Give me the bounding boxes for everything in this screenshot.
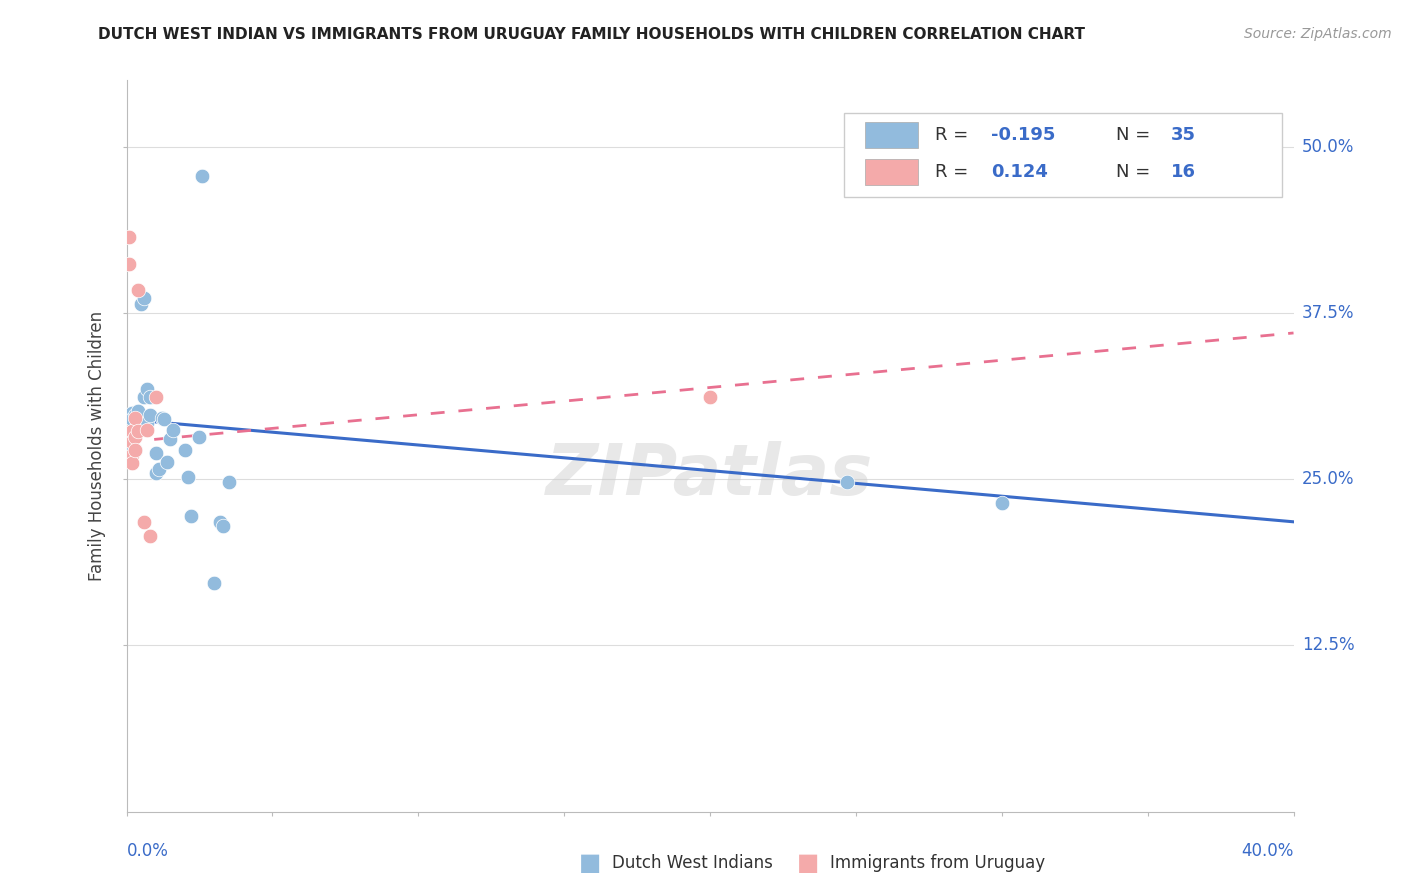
Point [124, 411, 146, 425]
Text: Immigrants from Uruguay: Immigrants from Uruguay [830, 854, 1045, 871]
Text: N =: N = [1116, 126, 1156, 145]
Text: 37.5%: 37.5% [1302, 304, 1354, 322]
Point [699, 390, 721, 404]
Point [121, 456, 143, 470]
Text: ■: ■ [579, 851, 602, 874]
Point [145, 445, 167, 459]
Point [132, 390, 155, 404]
Text: R =: R = [935, 162, 980, 181]
Point [139, 409, 162, 423]
Text: ■: ■ [797, 851, 820, 874]
Point [208, 515, 231, 529]
Point [990, 496, 1012, 510]
Point [124, 442, 146, 457]
Point [121, 448, 143, 462]
Point [118, 257, 141, 271]
Point [139, 390, 162, 404]
Text: -0.195: -0.195 [991, 126, 1056, 145]
Point [121, 435, 143, 450]
Point [177, 469, 200, 483]
Point [837, 475, 859, 489]
Point [145, 466, 167, 480]
FancyBboxPatch shape [844, 113, 1282, 197]
Point [132, 515, 155, 529]
Point [188, 430, 211, 444]
Point [153, 412, 176, 426]
Point [174, 442, 197, 457]
Point [211, 518, 233, 533]
Point [218, 475, 240, 489]
Point [124, 442, 146, 457]
Text: 35: 35 [1171, 126, 1197, 145]
Point [136, 423, 159, 437]
Point [124, 430, 146, 444]
Text: N =: N = [1116, 162, 1156, 181]
Text: Source: ZipAtlas.com: Source: ZipAtlas.com [1244, 27, 1392, 41]
Text: Dutch West Indians: Dutch West Indians [612, 854, 772, 871]
Point [129, 296, 152, 310]
Text: R =: R = [935, 126, 974, 145]
Point [127, 425, 149, 439]
Point [127, 284, 149, 298]
Text: 50.0%: 50.0% [1302, 137, 1354, 156]
Point [145, 390, 167, 404]
Point [121, 412, 143, 426]
Point [121, 425, 143, 439]
Point [156, 455, 179, 469]
Point [148, 461, 170, 475]
Text: 40.0%: 40.0% [1241, 842, 1294, 860]
Point [124, 423, 146, 437]
Text: 16: 16 [1171, 162, 1197, 181]
Point [132, 292, 155, 306]
Y-axis label: Family Households with Children: Family Households with Children [89, 311, 107, 581]
Text: 12.5%: 12.5% [1302, 637, 1354, 655]
Point [124, 409, 146, 423]
Point [139, 529, 162, 543]
Text: 0.124: 0.124 [991, 162, 1047, 181]
Point [121, 406, 143, 420]
Point [202, 576, 225, 591]
Point [136, 382, 159, 396]
FancyBboxPatch shape [865, 122, 918, 148]
Point [118, 445, 141, 459]
Point [127, 417, 149, 431]
Text: 0.0%: 0.0% [127, 842, 169, 860]
FancyBboxPatch shape [865, 159, 918, 185]
Point [118, 425, 141, 440]
Point [118, 230, 141, 244]
Point [159, 433, 181, 447]
Text: DUTCH WEST INDIAN VS IMMIGRANTS FROM URUGUAY FAMILY HOUSEHOLDS WITH CHILDREN COR: DUTCH WEST INDIAN VS IMMIGRANTS FROM URU… [98, 27, 1085, 42]
Text: ZIPatlas: ZIPatlas [547, 441, 873, 509]
Point [162, 423, 184, 437]
Point [180, 509, 202, 524]
Point [136, 417, 159, 431]
Text: 25.0%: 25.0% [1302, 470, 1354, 488]
Point [191, 169, 214, 183]
Point [127, 404, 149, 418]
Point [150, 411, 173, 425]
